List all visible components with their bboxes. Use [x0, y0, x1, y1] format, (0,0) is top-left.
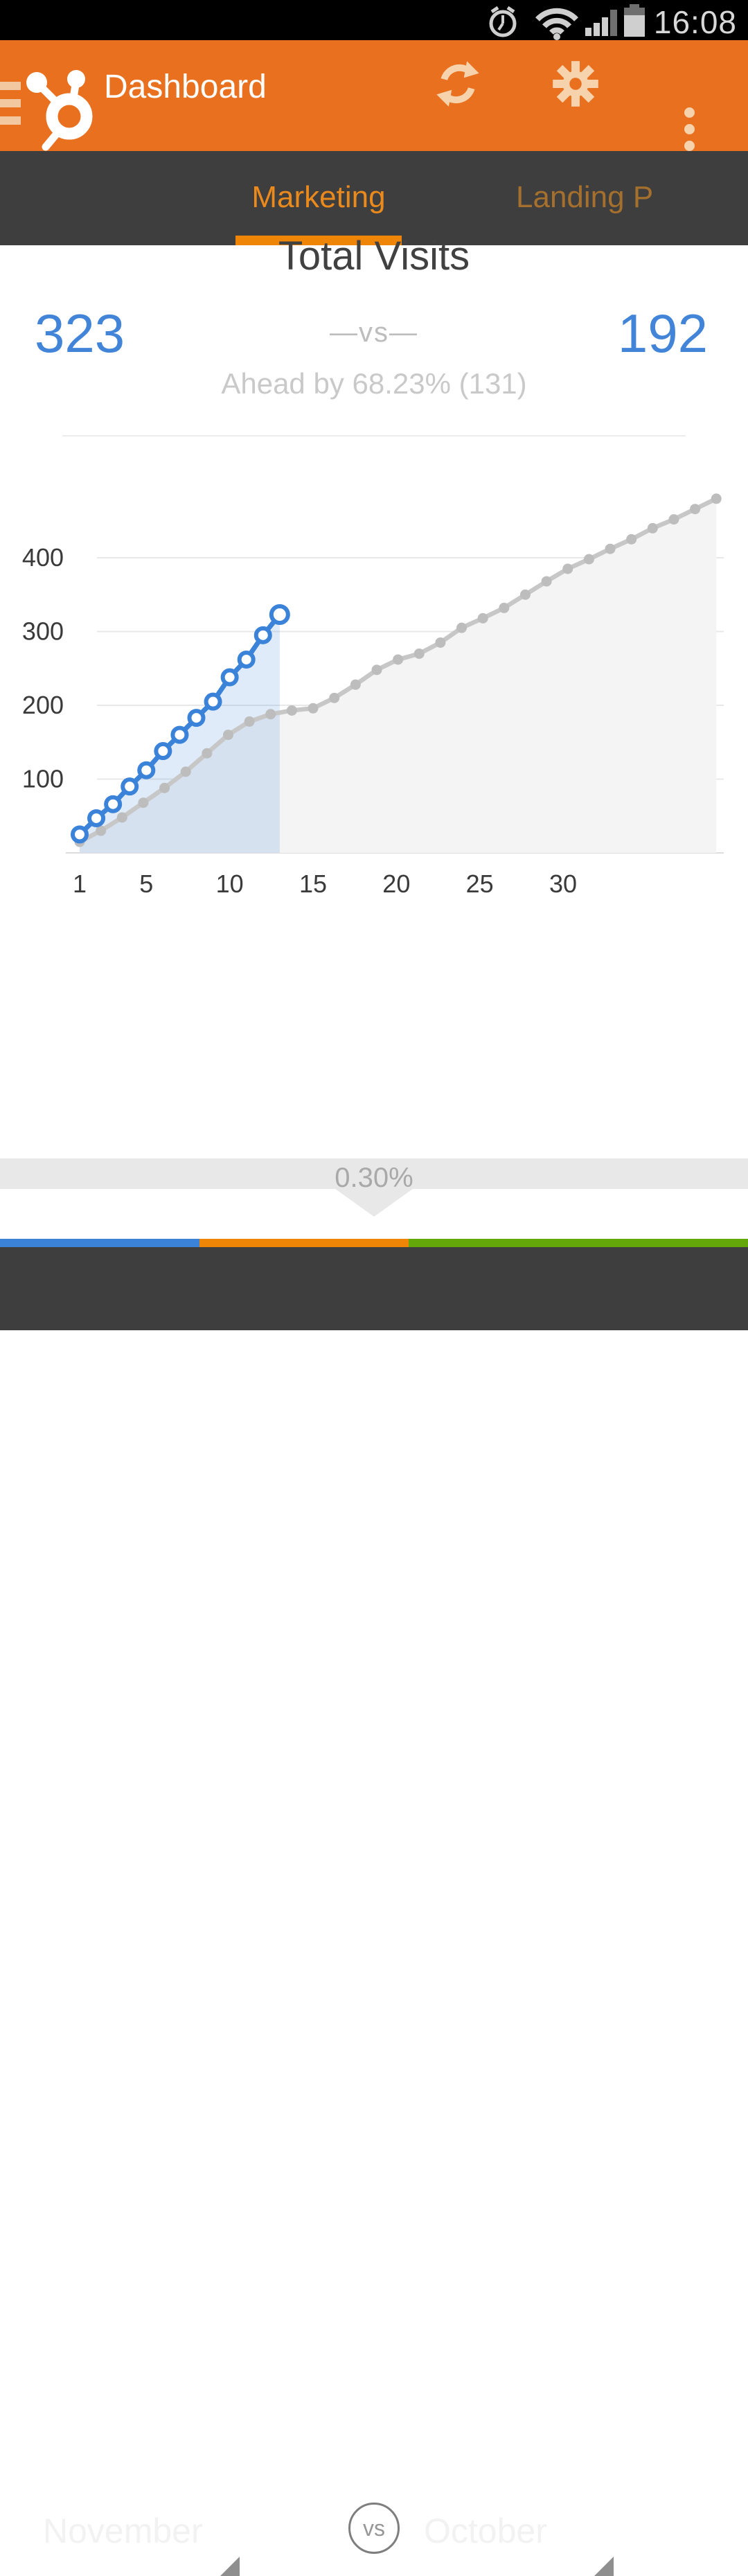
section-divider — [62, 435, 686, 436]
status-time: 16:08 — [653, 4, 737, 40]
tab-marketing[interactable]: Marketing — [251, 180, 386, 214]
settings-gear-button[interactable] — [551, 60, 600, 108]
current-period-total: 323 — [35, 303, 125, 364]
page-title: Dashboard — [104, 69, 267, 105]
previous-period-total: 192 — [617, 303, 708, 364]
month-compare-bar: November vs October — [0, 1247, 748, 2576]
tab-landing-pages[interactable]: Landing P — [516, 180, 654, 214]
alarm-icon — [489, 6, 517, 37]
svg-text:10: 10 — [216, 870, 244, 898]
month-picker-right[interactable]: October — [424, 2512, 547, 2550]
delta-percent-label: 0.30% — [335, 1163, 413, 1193]
svg-text:1: 1 — [73, 870, 87, 898]
active-tab-indicator — [235, 236, 402, 245]
strip-segment-orange — [199, 1239, 409, 1247]
dropdown-corner-icon[interactable] — [594, 2557, 614, 2576]
svg-text:20: 20 — [382, 870, 410, 898]
svg-text:400: 400 — [22, 543, 64, 572]
month-picker-left[interactable]: November — [43, 2512, 203, 2550]
dropdown-corner-icon[interactable] — [220, 2557, 240, 2576]
strip-segment-blue — [0, 1239, 199, 1247]
hamburger-menu-icon[interactable] — [0, 82, 21, 125]
overflow-menu-button[interactable] — [684, 101, 695, 157]
strip-segment-green — [409, 1239, 748, 1247]
battery-icon — [624, 4, 645, 37]
refresh-button[interactable] — [434, 60, 482, 108]
comparison-status-text: Ahead by 68.23% (131) — [221, 367, 527, 400]
vs-badge: vs — [348, 2503, 400, 2554]
svg-text:25: 25 — [466, 870, 494, 898]
status-bar: 16:08 — [0, 0, 748, 40]
svg-text:100: 100 — [22, 765, 64, 793]
svg-text:200: 200 — [22, 691, 64, 719]
svg-text:300: 300 — [22, 617, 64, 646]
vs-label: —vs— — [330, 317, 418, 348]
hubspot-logo-icon — [26, 70, 93, 151]
tab-bar: Marketing Landing P — [0, 151, 748, 245]
app-header: Dashboard — [0, 40, 748, 151]
wifi-icon — [535, 8, 578, 40]
chart-title: Total Visits — [278, 233, 470, 279]
svg-text:15: 15 — [299, 870, 327, 898]
signal-icon — [585, 10, 617, 36]
svg-text:30: 30 — [549, 870, 577, 898]
svg-text:5: 5 — [139, 870, 153, 898]
